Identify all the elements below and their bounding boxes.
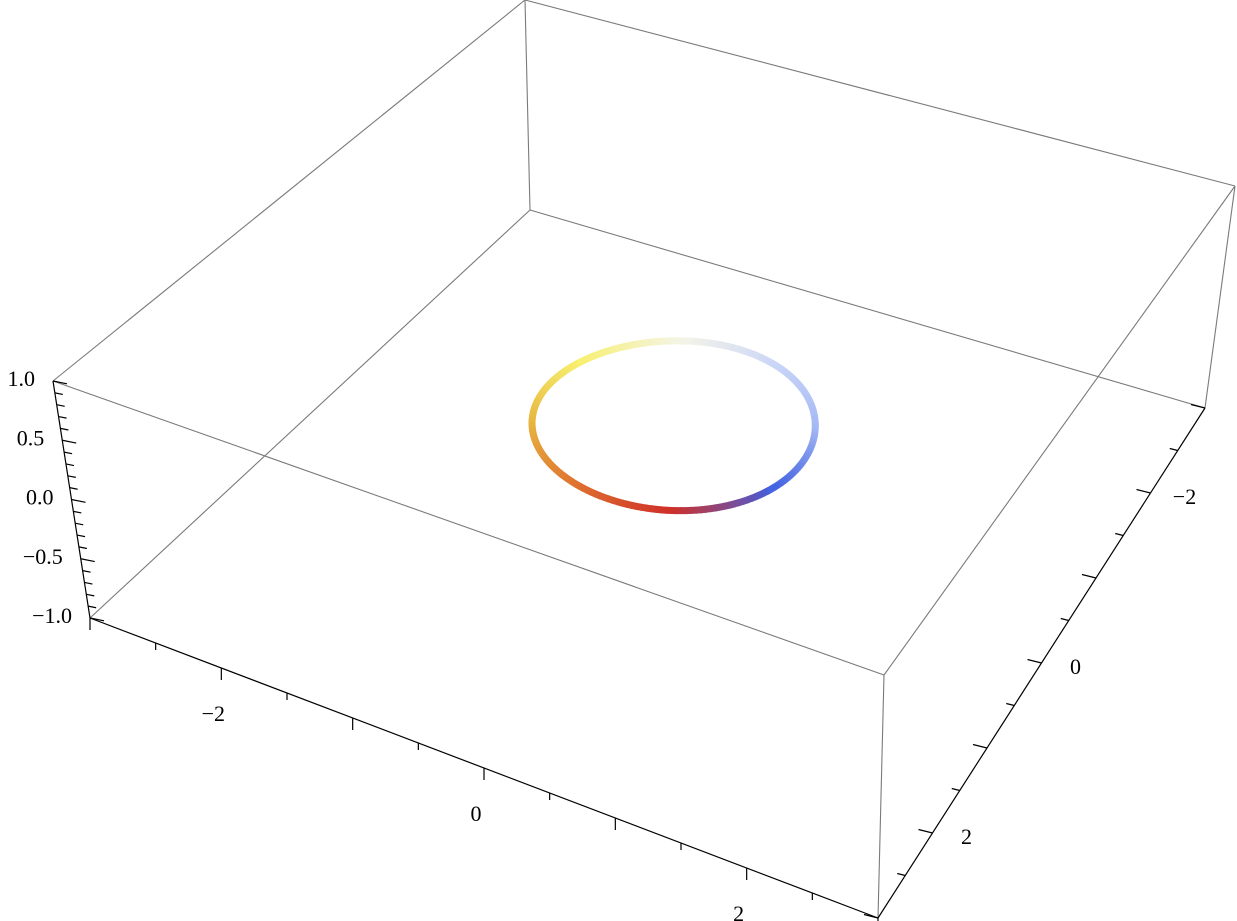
box-edge	[89, 209, 531, 619]
box-edge	[52, 380, 885, 676]
bounding-box-back	[89, 0, 1206, 619]
box-edge	[883, 185, 1236, 676]
x-tick-label: 0	[471, 801, 482, 826]
z-tick	[54, 392, 63, 396]
box-edge	[524, 0, 531, 211]
z-tick	[71, 498, 86, 503]
z-tick	[63, 451, 73, 455]
y-tick	[1006, 702, 1015, 707]
z-tick-label: −1.0	[32, 603, 72, 628]
tick-labels: −2 0 2 2 0 −2 1.0 0.5 0.0 −0.5 −1.0	[8, 366, 1197, 921]
box-edge	[524, 0, 1236, 187]
z-tick	[84, 581, 93, 585]
y-tick	[863, 913, 879, 919]
circle-curve	[528, 337, 819, 515]
z-tick	[89, 617, 105, 622]
z-tick	[80, 558, 95, 563]
z-tick	[67, 475, 76, 478]
box-edge	[877, 674, 885, 919]
y-tick	[1060, 617, 1069, 622]
z-tick	[60, 427, 69, 431]
box-edge	[1204, 185, 1236, 409]
y-tick	[897, 872, 906, 877]
z-tick	[78, 546, 88, 550]
z-tick	[58, 415, 67, 419]
z-tick	[88, 605, 97, 609]
x-tick-label: −2	[202, 701, 225, 726]
y-tick	[972, 743, 988, 749]
y-tick	[1081, 573, 1097, 579]
y-tick-label: −2	[1173, 484, 1196, 509]
z-tick	[52, 380, 68, 385]
z-tick	[73, 510, 82, 514]
box-edge	[529, 209, 1206, 409]
bounding-box-front	[52, 0, 1236, 919]
z-tick	[82, 570, 91, 573]
x-tick-label: 2	[733, 901, 744, 921]
y-tick	[1027, 658, 1042, 664]
z-tick	[76, 534, 86, 538]
z-tick-label: −0.5	[23, 544, 63, 569]
z-tick	[69, 487, 78, 490]
axes	[52, 380, 1206, 921]
y-tick	[1190, 403, 1206, 409]
y-tick-label: 2	[961, 824, 972, 849]
y-tick	[1136, 488, 1151, 494]
z-tick-label: 1.0	[8, 366, 36, 391]
y-tick	[1169, 447, 1178, 452]
y-tick-label: 0	[1070, 654, 1081, 679]
z-tick	[75, 522, 84, 526]
curve-segment	[767, 483, 778, 493]
z-tick	[86, 593, 95, 597]
z-tick	[62, 439, 77, 444]
z-tick	[56, 404, 65, 407]
y-tick	[918, 828, 933, 834]
z-tick-label: 0.5	[17, 425, 45, 450]
y-tick	[1115, 532, 1124, 537]
z-tick-label: 0.0	[26, 485, 54, 510]
y-tick	[951, 787, 960, 792]
z-tick	[65, 463, 75, 467]
box-edge	[52, 0, 526, 382]
